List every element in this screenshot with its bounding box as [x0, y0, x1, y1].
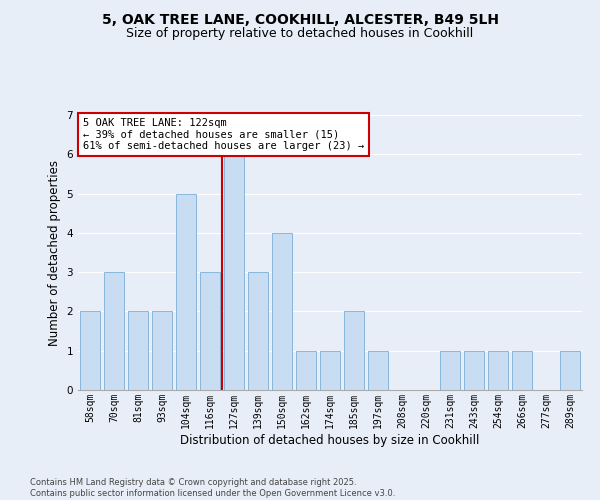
Bar — [200, 272, 220, 390]
Y-axis label: Number of detached properties: Number of detached properties — [48, 160, 61, 346]
X-axis label: Distribution of detached houses by size in Cookhill: Distribution of detached houses by size … — [181, 434, 479, 446]
Bar — [272, 233, 292, 390]
Bar — [464, 350, 484, 390]
Bar — [368, 350, 388, 390]
Bar — [128, 312, 148, 390]
Bar — [248, 272, 268, 390]
Text: 5, OAK TREE LANE, COOKHILL, ALCESTER, B49 5LH: 5, OAK TREE LANE, COOKHILL, ALCESTER, B4… — [101, 12, 499, 26]
Bar — [80, 312, 100, 390]
Bar — [560, 350, 580, 390]
Text: 5 OAK TREE LANE: 122sqm
← 39% of detached houses are smaller (15)
61% of semi-de: 5 OAK TREE LANE: 122sqm ← 39% of detache… — [83, 118, 364, 151]
Bar — [104, 272, 124, 390]
Text: Contains HM Land Registry data © Crown copyright and database right 2025.
Contai: Contains HM Land Registry data © Crown c… — [30, 478, 395, 498]
Bar — [176, 194, 196, 390]
Bar — [512, 350, 532, 390]
Bar — [320, 350, 340, 390]
Bar — [440, 350, 460, 390]
Bar — [296, 350, 316, 390]
Bar — [488, 350, 508, 390]
Text: Size of property relative to detached houses in Cookhill: Size of property relative to detached ho… — [127, 28, 473, 40]
Bar — [224, 154, 244, 390]
Bar — [152, 312, 172, 390]
Bar — [344, 312, 364, 390]
